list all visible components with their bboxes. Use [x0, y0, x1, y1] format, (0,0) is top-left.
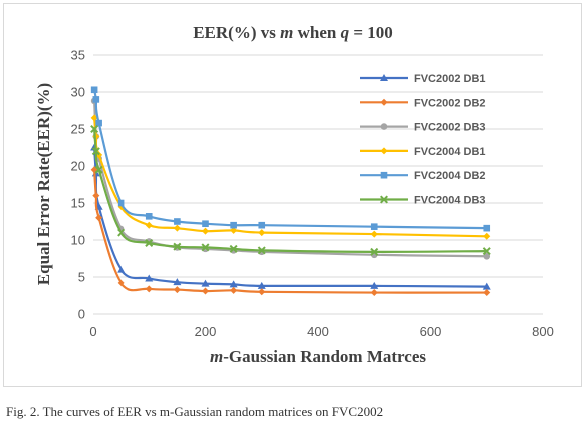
point-fvc2002-db1-300 — [257, 281, 266, 289]
y-axis-label: Equal Error Rate(EER)(%) — [34, 83, 53, 285]
legend-item-fvc2004-db2: FVC2004 DB2 — [360, 170, 486, 182]
legend-label-fvc2002-db2: FVC2002 DB2 — [414, 97, 486, 109]
y-tick-35: 35 — [71, 48, 85, 63]
x-axis-label: m-Gaussian Random Matrces — [210, 347, 426, 366]
point-fvc2004-db2-500 — [370, 223, 378, 230]
point-fvc2004-db3-250 — [229, 244, 238, 253]
legend-item-fvc2002-db3: FVC2002 DB3 — [360, 122, 486, 134]
point-fvc2004-db2-250 — [230, 221, 237, 229]
point-fvc2002-db1-200 — [201, 279, 210, 287]
point-fvc2004-db1-500 — [370, 230, 378, 238]
point-fvc2004-db3-100 — [145, 238, 154, 247]
point-fvc2004-db2-5 — [92, 96, 100, 103]
x-tick-0: 0 — [89, 324, 96, 339]
x-tick-labels: 0 200 400 600 800 — [89, 324, 553, 339]
point-fvc2004-db1-150 — [173, 224, 181, 232]
x-tick-400: 400 — [307, 324, 329, 339]
point-fvc2002-db1-50 — [117, 265, 126, 273]
y-tick-5: 5 — [78, 270, 85, 285]
point-fvc2002-db1-150 — [173, 278, 182, 286]
gridlines — [93, 54, 543, 315]
point-fvc2002-db2-700 — [483, 289, 491, 297]
chart-frame — [3, 3, 582, 387]
legend-marker-fvc2004-db3 — [379, 195, 389, 204]
series-line-fvc2004-db2 — [93, 89, 487, 230]
point-fvc2002-db1-700 — [482, 282, 491, 290]
legend: FVC2002 DB1 FVC2002 DB2 FVC2002 DB3 FVC2004… — [360, 73, 486, 207]
legend-item-fvc2002-db2: FVC2002 DB2 — [360, 97, 486, 109]
point-fvc2002-db2-150 — [173, 286, 181, 294]
legend-marker-fvc2002-db2 — [380, 98, 388, 106]
point-fvc2004-db2-100 — [145, 213, 153, 220]
legend-item-fvc2002-db1: FVC2002 DB1 — [360, 73, 486, 85]
y-tick-30: 30 — [71, 85, 85, 100]
legend-marker-fvc2004-db1 — [380, 147, 388, 155]
point-fvc2004-db3-500 — [370, 247, 379, 256]
point-fvc2002-db2-300 — [258, 288, 266, 296]
point-fvc2004-db2-700 — [483, 224, 491, 232]
series-line-fvc2002-db2 — [93, 169, 487, 294]
point-fvc2004-db2-2 — [90, 86, 98, 94]
point-fvc2002-db2-50 — [117, 279, 125, 287]
legend-item-fvc2004-db1: FVC2004 DB1 — [360, 146, 486, 158]
point-fvc2004-db2-50 — [117, 199, 125, 207]
figure-caption: Fig. 2. The curves of EER vs m-Gaussian … — [6, 404, 384, 419]
legend-marker-fvc2004-db2 — [380, 171, 388, 179]
x-tick-200: 200 — [195, 324, 217, 339]
point-fvc2002-db2-5 — [92, 192, 100, 200]
x-tick-800: 800 — [532, 324, 554, 339]
point-fvc2004-db1-200 — [202, 227, 209, 235]
point-fvc2002-db1-500 — [370, 281, 379, 289]
point-fvc2004-db1-100 — [145, 221, 153, 229]
y-tick-10: 10 — [71, 233, 85, 248]
y-tick-20: 20 — [71, 159, 85, 174]
series-line-fvc2002-db1 — [93, 147, 487, 288]
point-fvc2004-db3-2 — [90, 124, 99, 134]
point-fvc2002-db1-100 — [145, 274, 154, 282]
point-fvc2004-db2-300 — [258, 221, 266, 229]
point-fvc2004-db3-10 — [94, 165, 103, 174]
point-fvc2002-db2-10 — [95, 214, 103, 222]
point-fvc2004-db3-700 — [482, 247, 491, 256]
legend-label-fvc2002-db3: FVC2002 DB3 — [414, 122, 486, 134]
point-fvc2002-db2-100 — [145, 285, 153, 293]
point-fvc2004-db3-200 — [201, 243, 210, 252]
point-fvc2004-db1-700 — [483, 232, 491, 240]
series-fvc2004-db3 — [90, 124, 491, 256]
point-fvc2002-db2-500 — [370, 289, 378, 297]
series-group — [90, 86, 491, 297]
series-fvc2004-db2 — [90, 86, 491, 232]
legend-marker-fvc2002-db1 — [380, 74, 388, 81]
point-fvc2002-db2-200 — [202, 287, 209, 295]
legend-label-fvc2002-db1: FVC2002 DB1 — [414, 73, 486, 85]
point-fvc2004-db3-5 — [91, 147, 100, 156]
point-fvc2004-db3-300 — [257, 246, 266, 255]
x-tick-600: 600 — [420, 324, 442, 339]
series-line-fvc2004-db3 — [93, 128, 487, 253]
y-tick-0: 0 — [78, 307, 85, 322]
point-fvc2002-db2-250 — [230, 286, 238, 294]
point-fvc2004-db2-200 — [202, 220, 209, 228]
legend-label-fvc2004-db2: FVC2004 DB2 — [414, 170, 486, 182]
legend-label-fvc2004-db3: FVC2004 DB3 — [414, 195, 486, 207]
point-fvc2004-db3-50 — [117, 228, 126, 237]
legend-marker-fvc2002-db3 — [380, 123, 388, 130]
y-tick-15: 15 — [71, 196, 85, 211]
point-fvc2004-db2-150 — [174, 218, 181, 225]
y-tick-25: 25 — [71, 122, 85, 137]
point-fvc2004-db2-10 — [95, 119, 102, 127]
point-fvc2004-db1-250 — [230, 226, 238, 234]
point-fvc2004-db3-150 — [173, 242, 182, 251]
legend-item-fvc2004-db3: FVC2004 DB3 — [360, 195, 486, 207]
legend-label-fvc2004-db1: FVC2004 DB1 — [414, 146, 486, 158]
series-fvc2002-db2 — [90, 166, 491, 297]
chart-title: EER(%) vs m when q = 100 — [193, 23, 393, 42]
point-fvc2002-db1-250 — [229, 280, 238, 288]
point-fvc2004-db1-2 — [90, 114, 98, 122]
point-fvc2004-db1-300 — [258, 229, 266, 237]
y-tick-labels: 0 5 10 15 20 25 30 35 — [71, 48, 85, 322]
point-fvc2002-db3-700 — [483, 252, 491, 260]
